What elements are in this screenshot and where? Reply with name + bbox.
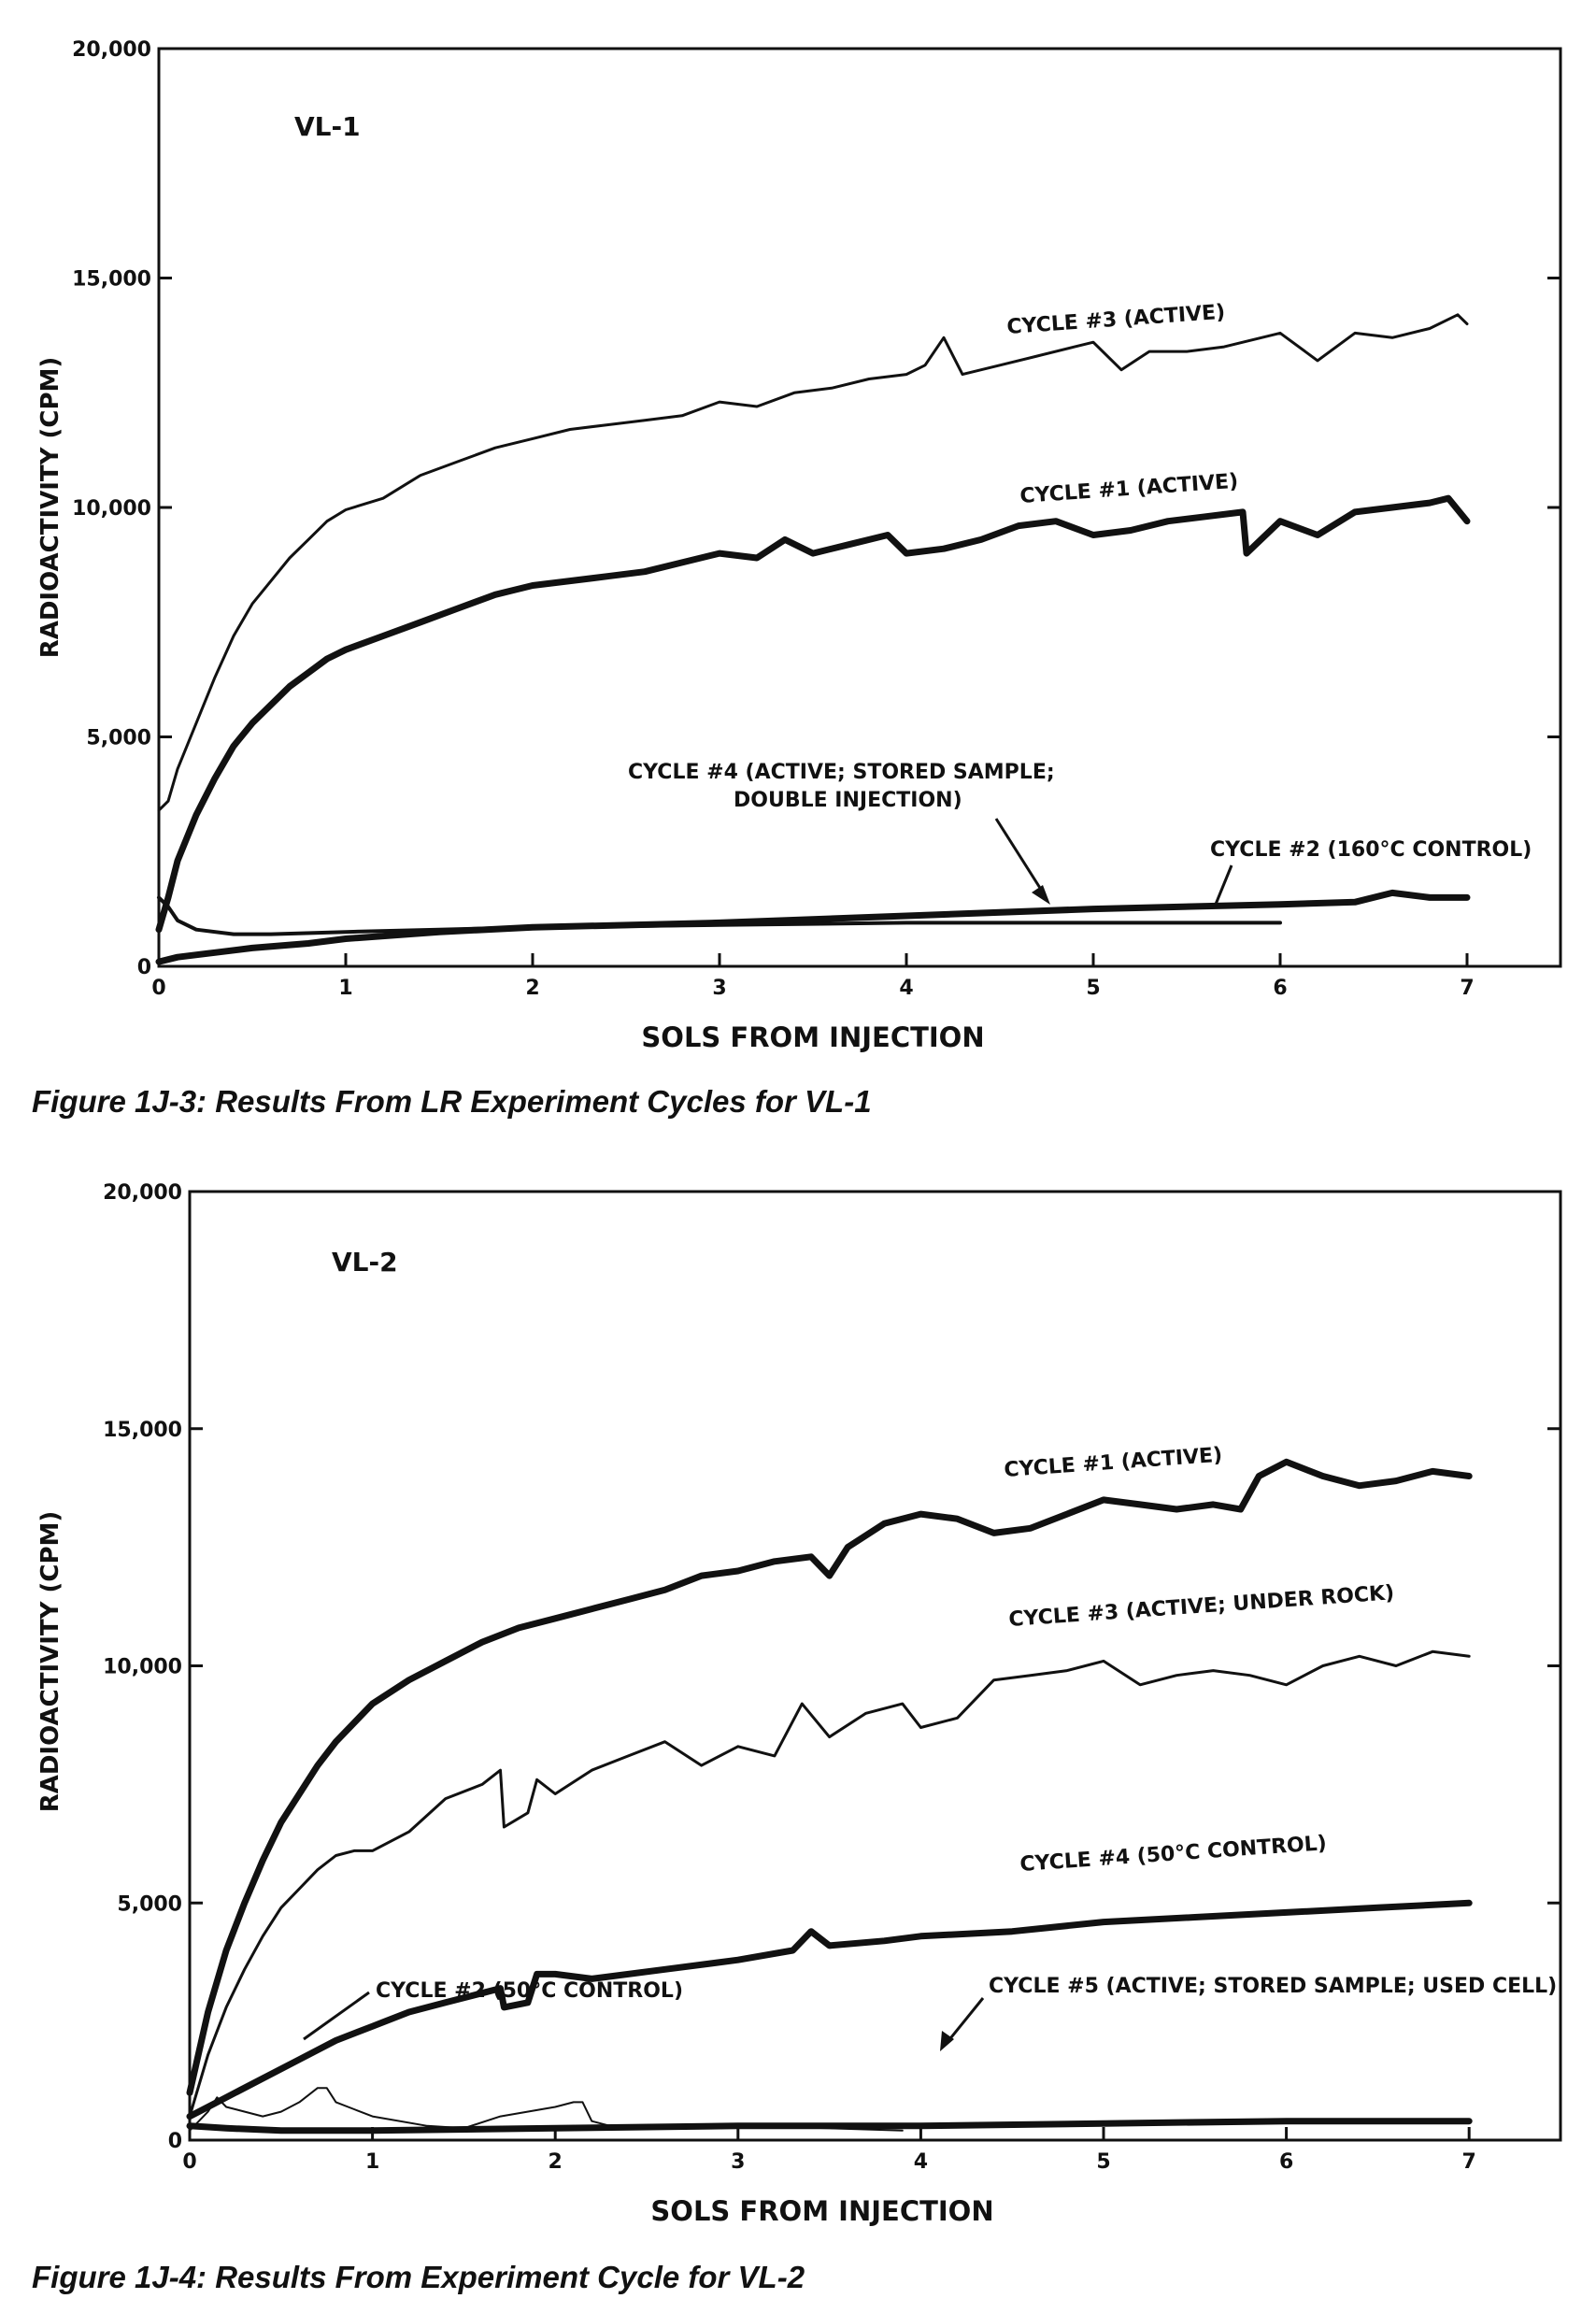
figure-caption-vl1: Figure 1J-3: Results From LR Experiment … [32, 1084, 872, 1119]
pointer-line-cycle2 [1213, 864, 1233, 907]
x-tick-label: 2 [525, 977, 539, 1000]
figure-caption-vl2: Figure 1J-4: Results From Experiment Cyc… [32, 2260, 805, 2294]
x-tick-label: 6 [1279, 2150, 1293, 2174]
axes: 0 1 2 3 4 5 6 7 0 5,000 10,000 15,000 20,000 [72, 38, 1560, 1000]
pointer-arrowhead-cycle4 [1032, 885, 1050, 905]
series-group [186, 1458, 1473, 2135]
axes: 0 1 2 3 4 5 6 7 0 5,000 10,000 15,000 20,000 [103, 1181, 1560, 2174]
series-line-1 [157, 313, 1469, 812]
pointer-line-cycle2 [303, 1991, 370, 2041]
x-tick-label: 5 [1096, 2150, 1110, 2174]
series-line-1 [186, 1458, 1473, 2096]
x-tick-label: 5 [1086, 977, 1100, 1000]
series-label-cycle5: CYCLE #5 (ACTIVE; STORED SAMPLE; USED CE… [989, 1975, 1557, 1998]
x-tick-label: 0 [182, 2150, 196, 2174]
x-axis-label: SOLS FROM INJECTION [650, 2195, 993, 2227]
y-tick-label: 20,000 [103, 1181, 182, 1205]
x-axis-label: SOLS FROM INJECTION [641, 1021, 984, 1053]
chart-vl1: 0 1 2 3 4 5 6 7 0 5,000 10,000 15,000 20,000 VL-1 RA… [36, 38, 1562, 1053]
series-label-cycle4-line1: CYCLE #4 (ACTIVE; STORED SAMPLE; [628, 761, 1055, 784]
x-tick-label: 6 [1273, 977, 1287, 1000]
series-line-3 [186, 1899, 1473, 2120]
series-label-cycle4-line2: DOUBLE INJECTION) [734, 789, 962, 812]
series-line-4 [155, 889, 1471, 965]
x-tick-label: 1 [365, 2150, 379, 2174]
x-tick-label: 1 [338, 977, 352, 1000]
y-axis-label: RADIOACTIVITY (CPM) [36, 357, 64, 659]
y-tick-label: 5,000 [117, 1892, 182, 1916]
y-tick-label: 15,000 [72, 268, 151, 292]
y-tick-label: 5,000 [86, 727, 151, 750]
series-line-3 [157, 895, 1282, 936]
panel-label: VL-1 [294, 111, 361, 142]
y-axis-label: RADIOACTIVITY (CPM) [36, 1511, 64, 1813]
x-tick-label: 3 [712, 977, 726, 1000]
y-tick-label: 0 [168, 2130, 182, 2153]
y-tick-label: 20,000 [72, 38, 151, 62]
panel-label: VL-2 [332, 1247, 398, 1278]
x-tick-label: 3 [731, 2150, 745, 2174]
y-tick-label: 15,000 [103, 1419, 182, 1442]
pointer-arrowhead-cycle5 [940, 2031, 954, 2051]
x-tick-label: 0 [151, 977, 165, 1000]
x-tick-label: 7 [1460, 977, 1474, 1000]
series-group [155, 313, 1471, 965]
series-label-cycle2: CYCLE #2 (50°C CONTROL) [376, 1979, 683, 2003]
series-line-5 [186, 2118, 1473, 2135]
series-line-2 [155, 494, 1471, 934]
y-tick-label: 0 [137, 956, 151, 979]
series-label-cycle2: CYCLE #2 (160°C CONTROL) [1210, 838, 1532, 862]
x-tick-label: 7 [1462, 2150, 1476, 2174]
y-tick-label: 10,000 [103, 1656, 182, 1679]
pointer-arrow-cycle5 [946, 1997, 985, 2043]
y-tick-label: 10,000 [72, 497, 151, 521]
series-line-2 [188, 1649, 1471, 2119]
x-tick-label: 2 [549, 2150, 563, 2174]
pointer-arrow-cycle4 [994, 818, 1047, 896]
x-tick-label: 4 [914, 2150, 928, 2174]
x-tick-label: 4 [899, 977, 913, 1000]
